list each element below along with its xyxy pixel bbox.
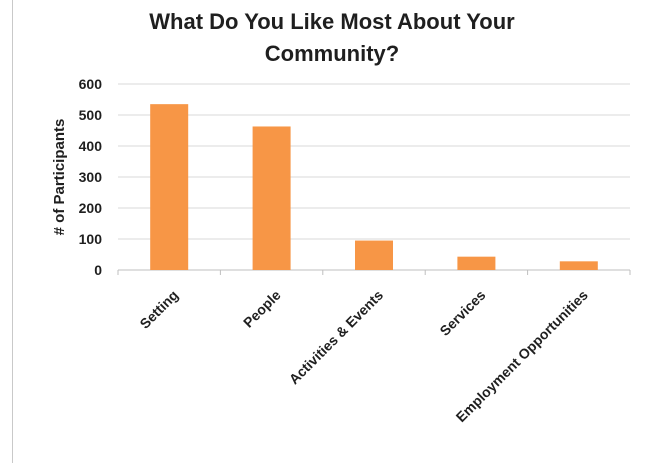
bar-people (252, 126, 291, 270)
y-axis-label: # of Participants (51, 119, 68, 236)
bar-setting (150, 104, 189, 271)
y-tick-label: 300 (79, 169, 103, 185)
x-tick-label: Setting (136, 287, 181, 332)
bar-layer (150, 104, 598, 271)
y-tick-label: 500 (79, 107, 103, 123)
grid-layer (117, 83, 631, 275)
bar-employment-opportunities (559, 261, 598, 270)
chart-title-line-2: Community? (264, 41, 400, 66)
y-tick-label: 400 (79, 138, 103, 154)
x-tick-layer: Setting People Activities & Events Services… (136, 287, 591, 426)
bar-services (457, 256, 496, 270)
bar-activities-events (355, 240, 393, 270)
y-tick-label: 200 (79, 200, 103, 216)
y-tick-layer: 0 100 200 300 400 500 600 (79, 76, 103, 278)
y-tick-label: 600 (79, 76, 103, 92)
x-tick-label: People (240, 287, 284, 331)
x-tick-label: Activities & Events (286, 287, 387, 388)
chart-title-line-1: What Do You Like Most About Your (149, 9, 515, 34)
y-tick-label: 0 (94, 262, 102, 278)
y-tick-label: 100 (79, 231, 103, 247)
chart-border (12, 0, 657, 463)
x-tick-label: Services (436, 287, 488, 339)
chart-title: What Do You Like Most About Your Communi… (22, 6, 642, 70)
